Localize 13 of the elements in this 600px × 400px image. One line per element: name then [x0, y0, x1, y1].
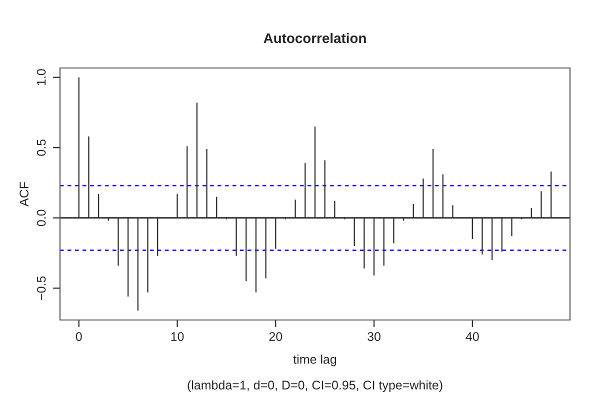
x-axis-title: time lag: [293, 354, 336, 366]
text: (lambda=1, d=0, D=0, CI=0.95, CI type=white): [188, 380, 442, 392]
y-tick-label: 1.0: [36, 69, 46, 86]
y-axis-title: ACF: [20, 182, 29, 206]
x-tick-label: 30: [368, 332, 380, 341]
x-tick-label: 0: [76, 332, 82, 341]
x-tick-label: 10: [171, 332, 184, 341]
y-tick-label: 0.5: [36, 139, 46, 156]
x-tick-label: 40: [466, 332, 479, 341]
y-tick-label: −0.5: [36, 276, 46, 300]
chart-title: Autocorrelation: [264, 32, 366, 44]
x-tick-label: 20: [269, 332, 282, 341]
y-tick-label: 0.0: [36, 210, 46, 226]
